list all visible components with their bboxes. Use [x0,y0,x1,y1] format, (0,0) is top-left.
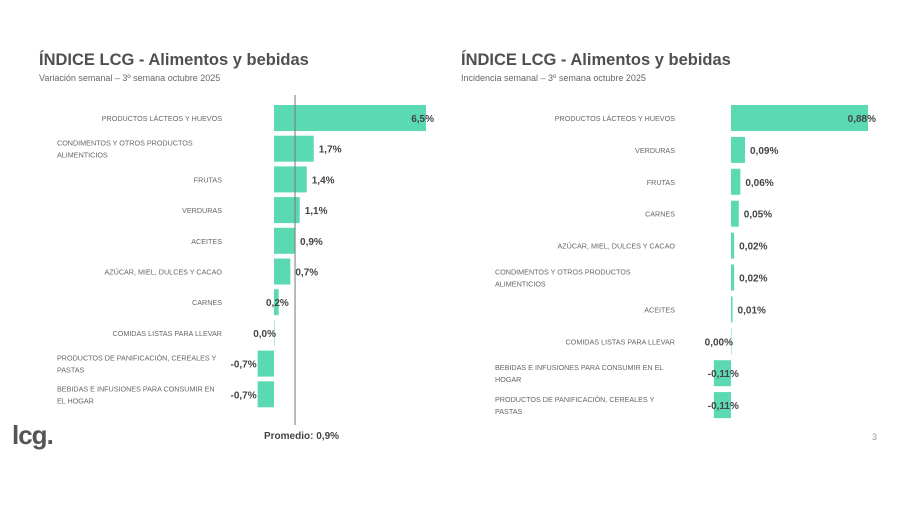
bar [274,227,296,254]
data-label: -0,7% [231,360,257,371]
right-chart-subtitle: Incidencia semanal – 3º semana octubre 2… [461,73,646,83]
bar [731,296,733,323]
bar [274,258,291,285]
right-chart-title: ÍNDICE LCG - Alimentos y bebidas [461,51,731,69]
category-label: AZÚCAR, MIEL, DULCES Y CACAO [557,242,675,251]
bar [274,289,279,316]
bar [274,197,300,224]
category-label: COMIDAS LISTAS PARA LLEVAR [113,329,222,338]
category-label: CONDIMENTOS Y OTROS PRODUCTOS ALIMENTICIO… [495,268,631,289]
bar [731,136,746,163]
bar [713,392,731,419]
category-label: FRUTAS [647,178,675,187]
category-label: BEBIDAS E INFUSIONES PARA CONSUMIR EN EL… [495,363,663,384]
bar [274,319,275,346]
data-label: 0,01% [738,305,766,316]
data-label: -0,7% [231,390,257,401]
bar [713,360,731,387]
category-label: PRODUCTOS LÁCTEOS Y HUEVOS [555,114,675,123]
category-label: CARNES [192,298,222,307]
data-label: 0,88% [848,114,876,125]
bar [257,381,274,408]
data-label: 0,9% [300,237,323,248]
bar [731,328,732,355]
average-label: Promedio: 0,9% [264,431,340,442]
data-label: 1,1% [305,206,328,217]
bar [274,105,426,131]
bar [257,350,274,377]
category-label: BEBIDAS E INFUSIONES PARA CONSUMIR EN EL … [57,384,215,405]
data-label: 0,05% [744,210,772,221]
category-label: VERDURAS [182,206,222,215]
category-label: CARNES [645,210,675,219]
data-label: 0,00% [705,337,733,348]
category-label: PRODUCTOS DE PANIFICACIÓN, CEREALES Y PAS… [57,354,217,375]
category-label: COMIDAS LISTAS PARA LLEVAR [566,337,675,346]
data-label: 1,7% [319,145,342,156]
bar [731,168,741,195]
data-label: 0,02% [739,274,767,285]
left-chart-subtitle: Variación semanal – 3º semana octubre 20… [39,73,221,83]
category-label: PRODUCTOS LÁCTEOS Y HUEVOS [102,114,222,123]
category-label: CONDIMENTOS Y OTROS PRODUCTOS ALIMENTICIO… [57,139,193,160]
category-label: AZÚCAR, MIEL, DULCES Y CACAO [104,268,222,277]
lcg-logo: lcg. [12,420,54,450]
data-label: 0,09% [750,146,778,157]
bar [731,264,735,291]
data-label: 1,4% [312,175,335,186]
data-label: -0,11% [708,369,739,380]
data-label: 0,06% [745,178,773,189]
category-label: ACEITES [191,237,222,246]
data-label: 6,5% [411,114,434,125]
data-label: 0,0% [253,329,276,340]
left-chart-title: ÍNDICE LCG - Alimentos y bebidas [39,51,309,69]
data-label: 0,02% [739,242,767,253]
page-number: 3 [872,432,878,442]
bar [731,105,868,131]
category-label: ACEITES [644,305,675,314]
bar [731,200,739,227]
bar [274,166,307,193]
category-label: FRUTAS [194,175,222,184]
data-label: 0,7% [295,268,318,279]
category-label: VERDURAS [635,146,675,155]
bar [731,232,735,259]
data-label: 0,2% [266,298,289,309]
bar [274,135,314,162]
data-label: -0,11% [708,401,739,412]
category-label: PRODUCTOS DE PANIFICACIÓN, CEREALES Y PAS… [495,395,655,416]
